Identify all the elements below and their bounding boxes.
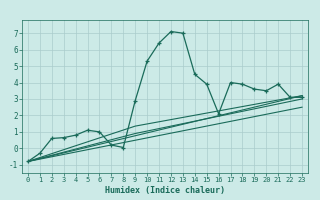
X-axis label: Humidex (Indice chaleur): Humidex (Indice chaleur) [105, 186, 225, 195]
